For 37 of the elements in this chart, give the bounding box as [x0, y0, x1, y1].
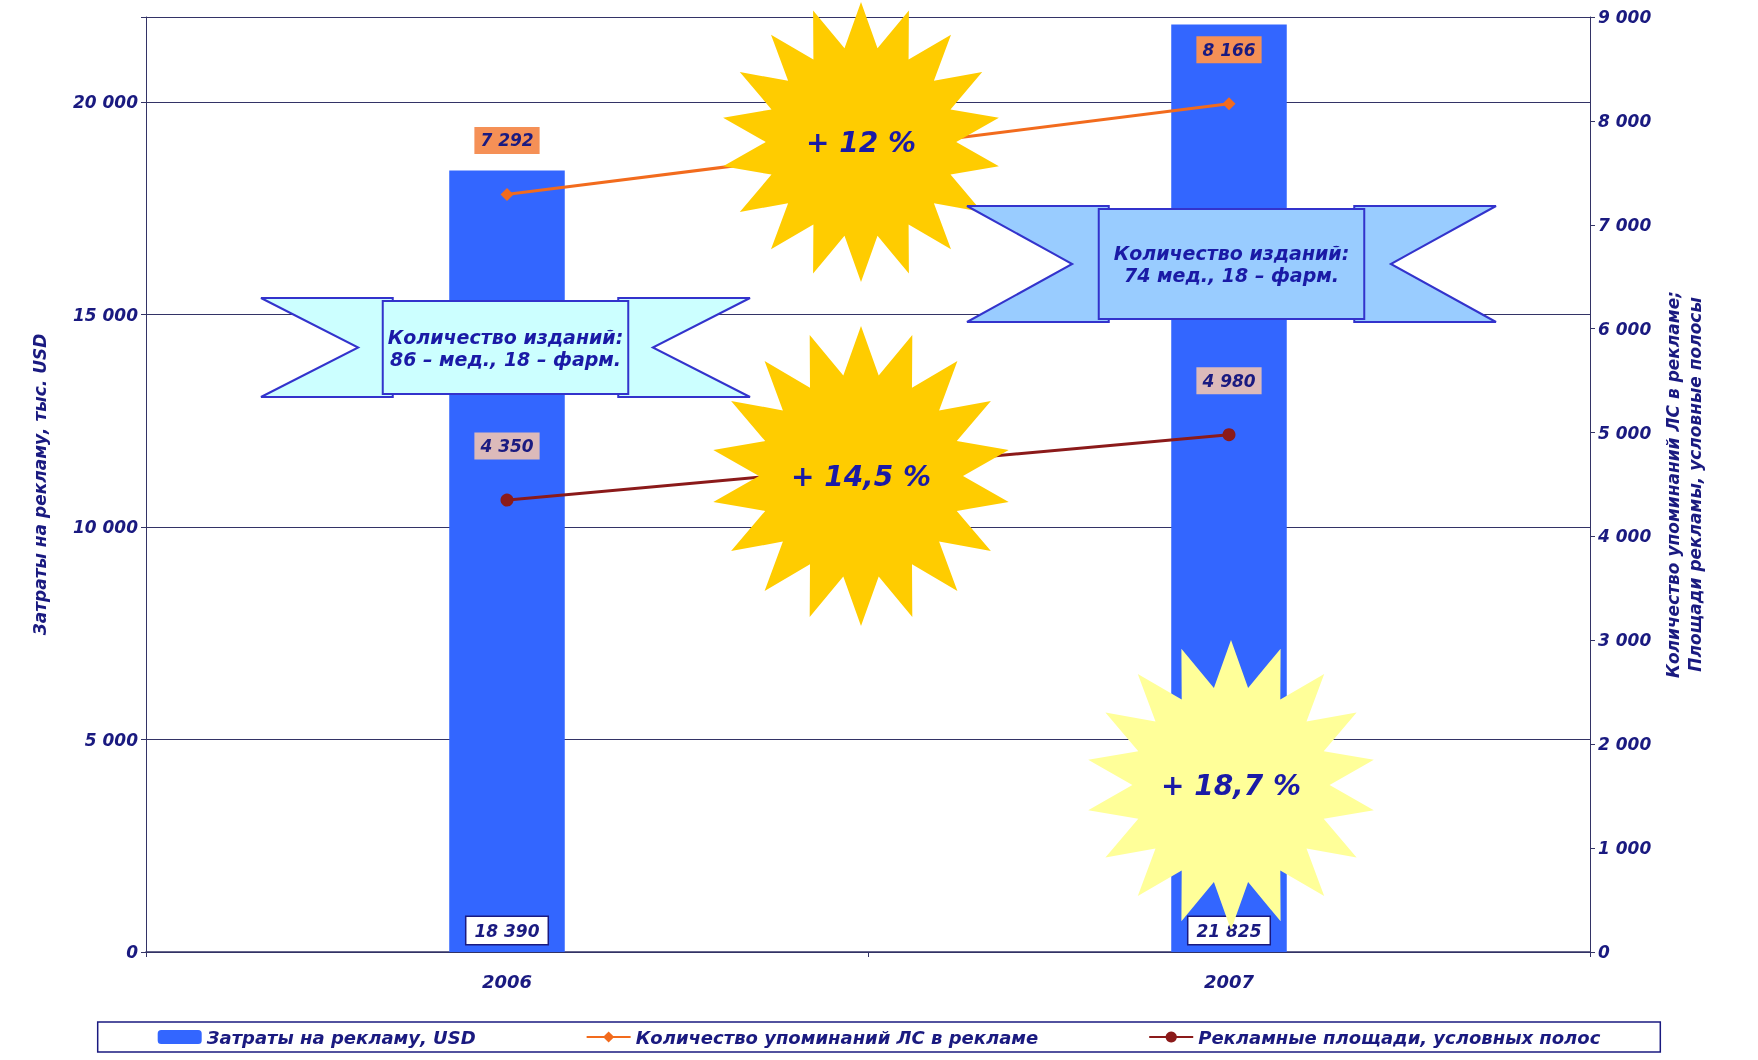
- point: [1222, 428, 1236, 442]
- y2-tick-label: 4 000: [1597, 526, 1652, 547]
- y-axis-title: Затраты на рекламу, тыс. USD: [30, 333, 50, 637]
- point: [1222, 97, 1236, 111]
- y2-tick-label: 6 000: [1598, 318, 1652, 339]
- data-label: 4 350: [479, 436, 534, 457]
- point: [500, 187, 514, 201]
- y2-tick-label: 9 000: [1598, 7, 1652, 27]
- y-tick-label: 20 000: [72, 92, 139, 112]
- annotation: + 14,5 %: [789, 458, 933, 495]
- point: [500, 493, 514, 507]
- y-tick-label: 15 000: [72, 304, 139, 325]
- y2-tick-label: 3 000: [1598, 630, 1652, 651]
- x-tick-label: 2007: [1203, 970, 1255, 992]
- y2-axis-title: Количество упоминаний ЛС в рекламе; Площади рекламы, условные полосы: [1663, 290, 1706, 679]
- y2-tick-label: 0: [1598, 942, 1610, 962]
- y2-tick-label: 1 000: [1598, 838, 1652, 859]
- y2-tick-label: 2 000: [1598, 734, 1652, 755]
- annotation: + 12 %: [805, 124, 917, 161]
- legend-label: Рекламные площади, условных полос: [1198, 1026, 1601, 1048]
- data-label: 8 166: [1202, 39, 1256, 60]
- x-tick-label: 2006: [481, 970, 533, 992]
- y2-tick-label: 5 000: [1598, 422, 1652, 443]
- data-label: 21 825: [1196, 920, 1262, 941]
- annotation: Количество изданий: 74 мед., 18 – фарм.: [1112, 241, 1351, 288]
- data-label: 7 292: [480, 130, 534, 151]
- data-label: 18 390: [474, 920, 540, 941]
- y-tick-label: 0: [126, 942, 139, 962]
- legend-label: Затраты на рекламу, USD: [205, 1026, 476, 1048]
- y-tick-label: 10 000: [72, 517, 139, 537]
- data-label: 4 980: [1201, 370, 1256, 391]
- legend-label: Количество упоминаний ЛС в рекламе: [635, 1026, 1039, 1048]
- annotation: + 18,7 %: [1159, 767, 1303, 804]
- y2-tick-label: 7 000: [1598, 214, 1652, 235]
- y-tick-label: 5 000: [84, 729, 139, 750]
- annotation: Количество изданий: 86 – мед., 18 – фарм.: [386, 324, 625, 372]
- y2-tick-label: 8 000: [1598, 110, 1652, 131]
